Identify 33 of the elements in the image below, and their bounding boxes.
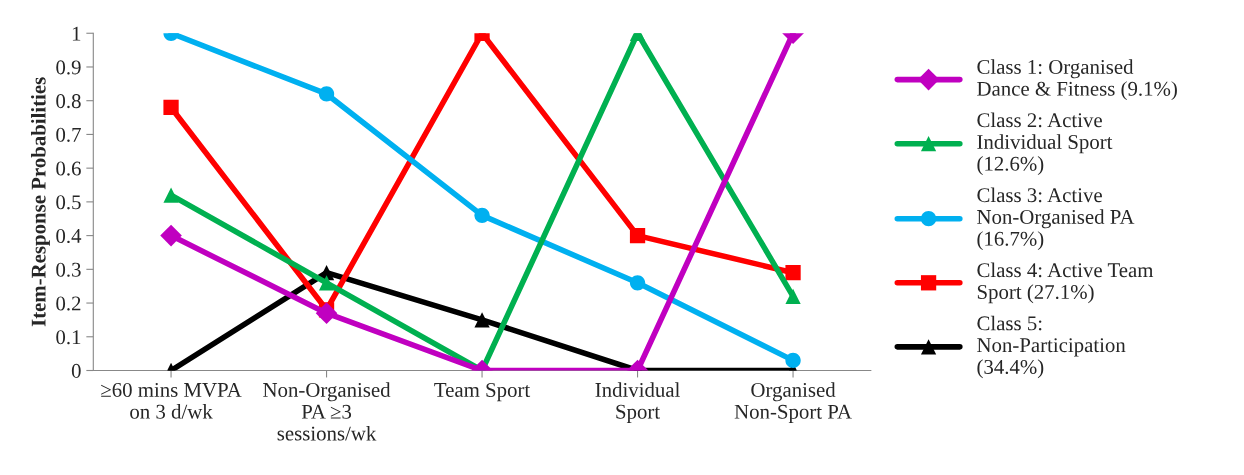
point xyxy=(785,265,801,281)
y-tick-label: 0.5 xyxy=(56,195,81,210)
legend-label: Class 3: Active Non-Organised PA (16.7%) xyxy=(977,187,1135,251)
legend-label: Class 1: Organised Dance & Fitness (9.1%) xyxy=(977,59,1177,101)
y-tick-label: 0.7 xyxy=(56,127,81,142)
point xyxy=(629,227,646,244)
point xyxy=(629,275,646,291)
y-tick-label: 0.8 xyxy=(56,94,81,109)
point xyxy=(474,312,490,328)
y-tick-label: 0.3 xyxy=(56,262,81,277)
y-tick-label: 1 xyxy=(72,26,81,41)
point xyxy=(318,275,335,291)
point xyxy=(163,187,179,203)
x-tick-label: Organised Non-Sport PA xyxy=(734,382,852,424)
point xyxy=(474,207,490,223)
y-tick-label: 0.2 xyxy=(56,296,81,311)
y-tick-label: 0 xyxy=(71,363,81,378)
point xyxy=(785,352,801,369)
y-tick-label: 0.1 xyxy=(56,330,81,345)
x-tick-label: ≥60 mins MVPA on 3 d/wk xyxy=(101,382,242,419)
y-axis-title: Item-Response Probabilities xyxy=(31,77,50,327)
point xyxy=(160,224,182,247)
point xyxy=(785,288,801,304)
legend-label: Class 4: Active Team Sport (27.1%) xyxy=(977,262,1154,304)
y-tick-label: 0.9 xyxy=(56,60,81,75)
x-tick-label: Team Sport xyxy=(434,382,531,402)
legend-label: Class 2: Active Individual Sport (12.6%) xyxy=(977,112,1113,176)
y-tick-label: 0.4 xyxy=(56,228,82,244)
legend-label: Class 5: Non-Participation (34.4%) xyxy=(977,315,1126,379)
point xyxy=(315,302,338,324)
x-tick-label: Individual Sport xyxy=(595,382,680,423)
x-tick-label: Non-Organised PA ≥3 sessions/wk xyxy=(263,382,391,441)
y-tick-label: 0.6 xyxy=(56,161,81,176)
